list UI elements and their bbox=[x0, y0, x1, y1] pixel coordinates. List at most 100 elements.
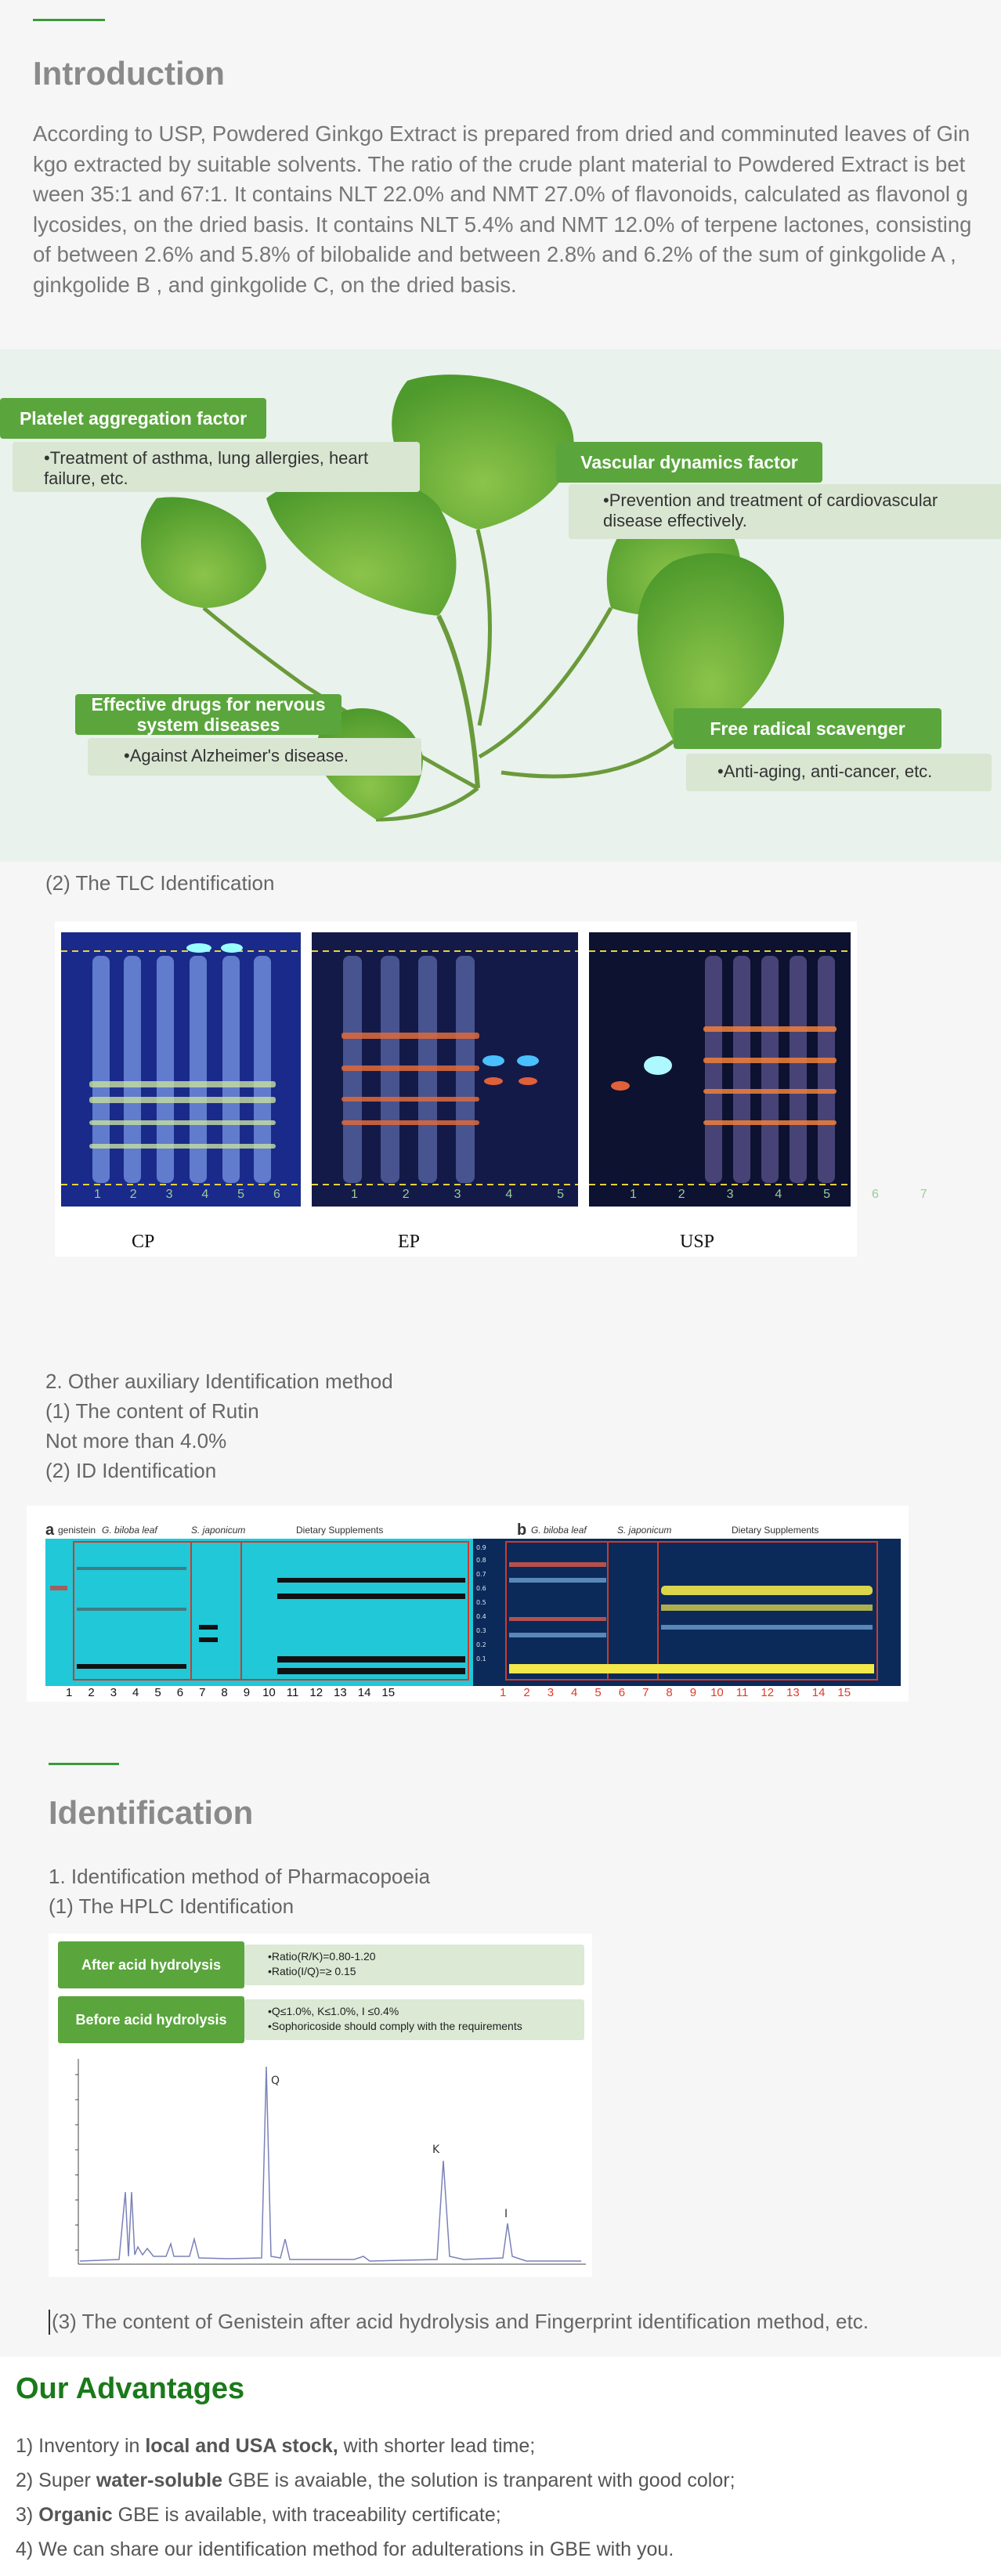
other-methods-line2: (1) The content of Rutin bbox=[45, 1399, 259, 1423]
genistein-method-line: (3) The content of Genistein after acid … bbox=[52, 2310, 869, 2333]
intro-paragraph: According to USP, Powdered Ginkgo Extrac… bbox=[33, 121, 972, 297]
after-hydrolysis-tag: After acid hydrolysis bbox=[58, 1941, 244, 1988]
hplc-figure: After acid hydrolysis •Ratio(R/K)=0.80-1… bbox=[49, 1934, 592, 2277]
hptlc-a-lane-numbers: 1 2 3 4 5 6 7 8 9 10 11 12 13 14 15 bbox=[66, 1686, 395, 1699]
hptlc-b-lane: 8 bbox=[666, 1686, 673, 1699]
nervous-system-desc: •Against Alzheimer's disease. bbox=[88, 738, 421, 776]
tlc-label-usp: USP bbox=[680, 1232, 715, 1252]
nervous-system-tag: Effective drugs for nervous system disea… bbox=[75, 694, 341, 735]
svg-text:0.9: 0.9 bbox=[476, 1544, 486, 1551]
platelet-factor-desc: •Treatment of asthma, lung allergies, he… bbox=[13, 442, 420, 492]
tlc-plate-cp bbox=[61, 932, 301, 1207]
advantage-item-4: 4) We can share our identification metho… bbox=[16, 2538, 674, 2560]
svg-text:0.5: 0.5 bbox=[476, 1599, 486, 1606]
advantage-item-1: 1) Inventory in local and USA stock, wit… bbox=[16, 2435, 535, 2458]
intro-accent-line bbox=[33, 19, 105, 21]
hptlc-a-lane: 14 bbox=[357, 1686, 371, 1699]
before-hydrolysis-criteria: •Q≤1.0%, K≤1.0%, I ≤0.4% •Sophoricoside … bbox=[244, 1999, 584, 2040]
svg-text:0.6: 0.6 bbox=[476, 1585, 486, 1592]
hptlc-a-supplements-label: Dietary Supplements bbox=[296, 1525, 384, 1536]
hptlc-plate-b: 0.9 0.8 0.7 0.6 0.5 0.4 0.3 0.2 0.1 bbox=[473, 1539, 901, 1686]
hptlc-a-lane: 6 bbox=[176, 1686, 184, 1699]
before-hydrolysis-tag: Before acid hydrolysis bbox=[58, 1996, 244, 2043]
free-radical-desc: •Anti-aging, anti-cancer, etc. bbox=[686, 754, 992, 791]
vascular-factor-tag: Vascular dynamics factor bbox=[556, 442, 822, 483]
hptlc-b-lane: 10 bbox=[710, 1686, 724, 1699]
before-hydrolysis-sophoricoside: •Sophoricoside should comply with the re… bbox=[268, 2020, 522, 2032]
tlc-cp-lane-numbers: 1 2 3 4 5 6 bbox=[94, 1188, 280, 1201]
advantage-2-suffix: GBE is avaiable, the solution is tranpar… bbox=[222, 2469, 735, 2491]
hptlc-figure: a genistein G. biloba leaf S. japonicum … bbox=[27, 1506, 909, 1702]
hplc-peak-q-label: Q bbox=[271, 2075, 280, 2087]
hptlc-a-lane: 10 bbox=[262, 1686, 276, 1699]
hptlc-a-lane: 5 bbox=[154, 1686, 161, 1699]
svg-text:0.7: 0.7 bbox=[476, 1571, 486, 1578]
hptlc-b-lane: 5 bbox=[594, 1686, 602, 1699]
hptlc-plate-a bbox=[45, 1539, 473, 1686]
advantage-1-prefix: 1) Inventory in bbox=[16, 2435, 146, 2457]
advantages-title: Our Advantages bbox=[16, 2372, 245, 2405]
identification-line2: (1) The HPLC Identification bbox=[49, 1894, 295, 1918]
tlc-heading: (2) The TLC Identification bbox=[45, 871, 275, 895]
svg-text:0.8: 0.8 bbox=[476, 1557, 486, 1564]
tlc-plate-ep bbox=[312, 932, 578, 1207]
identification-line1: 1. Identification method of Pharmacopoei… bbox=[49, 1865, 431, 1888]
hptlc-b-lane: 7 bbox=[642, 1686, 649, 1699]
identification-title: Identification bbox=[49, 1794, 254, 1831]
hptlc-a-lane: 7 bbox=[199, 1686, 206, 1699]
hplc-chromatogram: Q K I bbox=[75, 2059, 586, 2265]
advantage-2-prefix: 2) Super bbox=[16, 2469, 96, 2491]
tlc-plate-usp bbox=[589, 932, 851, 1207]
hptlc-b-lane: 1 bbox=[500, 1686, 507, 1699]
other-methods-line1: 2. Other auxiliary Identification method bbox=[45, 1369, 393, 1393]
hptlc-b-letter: b bbox=[517, 1521, 527, 1539]
hptlc-a-lane: 1 bbox=[66, 1686, 73, 1699]
after-hydrolysis-iq: •Ratio(I/Q)=≥ 0.15 bbox=[268, 1965, 356, 1977]
hptlc-b-lane: 14 bbox=[811, 1686, 826, 1699]
advantage-2-emphasis: water-soluble bbox=[96, 2469, 222, 2491]
hptlc-b-lane: 2 bbox=[523, 1686, 530, 1699]
advantage-item-3: 3) Organic GBE is available, with tracea… bbox=[16, 2504, 501, 2527]
advantage-3-emphasis: Organic bbox=[38, 2504, 113, 2526]
hplc-peak-i-label: I bbox=[504, 2208, 508, 2220]
hptlc-a-lane: 9 bbox=[243, 1686, 251, 1699]
hptlc-b-supplements-label: Dietary Supplements bbox=[732, 1525, 819, 1536]
hptlc-a-lane: 8 bbox=[221, 1686, 228, 1699]
hptlc-a-lane: 12 bbox=[309, 1686, 323, 1699]
hptlc-b-leaf-label: G. biloba leaf bbox=[531, 1525, 587, 1536]
advantage-3-suffix: GBE is available, with traceability cert… bbox=[112, 2504, 501, 2526]
hptlc-a-letter: a bbox=[45, 1521, 55, 1539]
hptlc-a-japonicum-label: S. japonicum bbox=[191, 1525, 246, 1536]
hptlc-b-lane-numbers: 1 2 3 4 5 6 7 8 9 10 11 12 13 14 15 bbox=[500, 1686, 851, 1699]
after-hydrolysis-criteria: •Ratio(R/K)=0.80-1.20 •Ratio(I/Q)=≥ 0.15 bbox=[244, 1945, 584, 1985]
svg-text:0.2: 0.2 bbox=[476, 1641, 486, 1648]
vascular-factor-desc: •Prevention and treatment of cardiovascu… bbox=[569, 484, 1001, 539]
hptlc-b-lane: 15 bbox=[837, 1686, 851, 1699]
hptlc-a-lane: 4 bbox=[132, 1686, 139, 1699]
advantages-background bbox=[0, 2357, 1001, 2576]
advantage-1-suffix: with shorter lead time; bbox=[338, 2435, 536, 2457]
tlc-ep-lane-numbers: 1 2 3 4 5 6 bbox=[351, 1188, 616, 1201]
advantage-1-emphasis: local and USA stock, bbox=[145, 2435, 338, 2457]
hptlc-a-lane: 11 bbox=[286, 1686, 299, 1699]
hptlc-a-genistein-label: genistein bbox=[58, 1525, 96, 1536]
hptlc-b-lane: 3 bbox=[547, 1686, 555, 1699]
after-hydrolysis-rk: •Ratio(R/K)=0.80-1.20 bbox=[268, 1950, 376, 1963]
hptlc-b-lane: 9 bbox=[689, 1686, 697, 1699]
other-methods-line4: (2) ID Identification bbox=[45, 1459, 217, 1482]
hptlc-b-lane: 6 bbox=[618, 1686, 626, 1699]
tlc-label-ep: EP bbox=[398, 1232, 421, 1252]
hptlc-a-lane: 2 bbox=[88, 1686, 95, 1699]
other-methods-line3: Not more than 4.0% bbox=[45, 1429, 227, 1453]
svg-text:0.4: 0.4 bbox=[476, 1613, 486, 1620]
hptlc-a-lane: 13 bbox=[334, 1686, 347, 1699]
advantage-item-2: 2) Super water-soluble GBE is avaiable, … bbox=[16, 2469, 735, 2492]
advantage-3-prefix: 3) bbox=[16, 2504, 39, 2526]
hptlc-a-leaf-label: G. biloba leaf bbox=[102, 1525, 157, 1536]
hptlc-a-lane: 3 bbox=[110, 1686, 117, 1699]
identification-accent-line bbox=[49, 1763, 119, 1765]
ginkgo-benefits-banner: Platelet aggregation factor •Treatment o… bbox=[0, 349, 1001, 862]
intro-title: Introduction bbox=[33, 55, 225, 92]
platelet-factor-tag: Platelet aggregation factor bbox=[0, 398, 266, 439]
tlc-usp-lane-numbers: 1 2 3 4 5 6 7 bbox=[630, 1188, 927, 1201]
